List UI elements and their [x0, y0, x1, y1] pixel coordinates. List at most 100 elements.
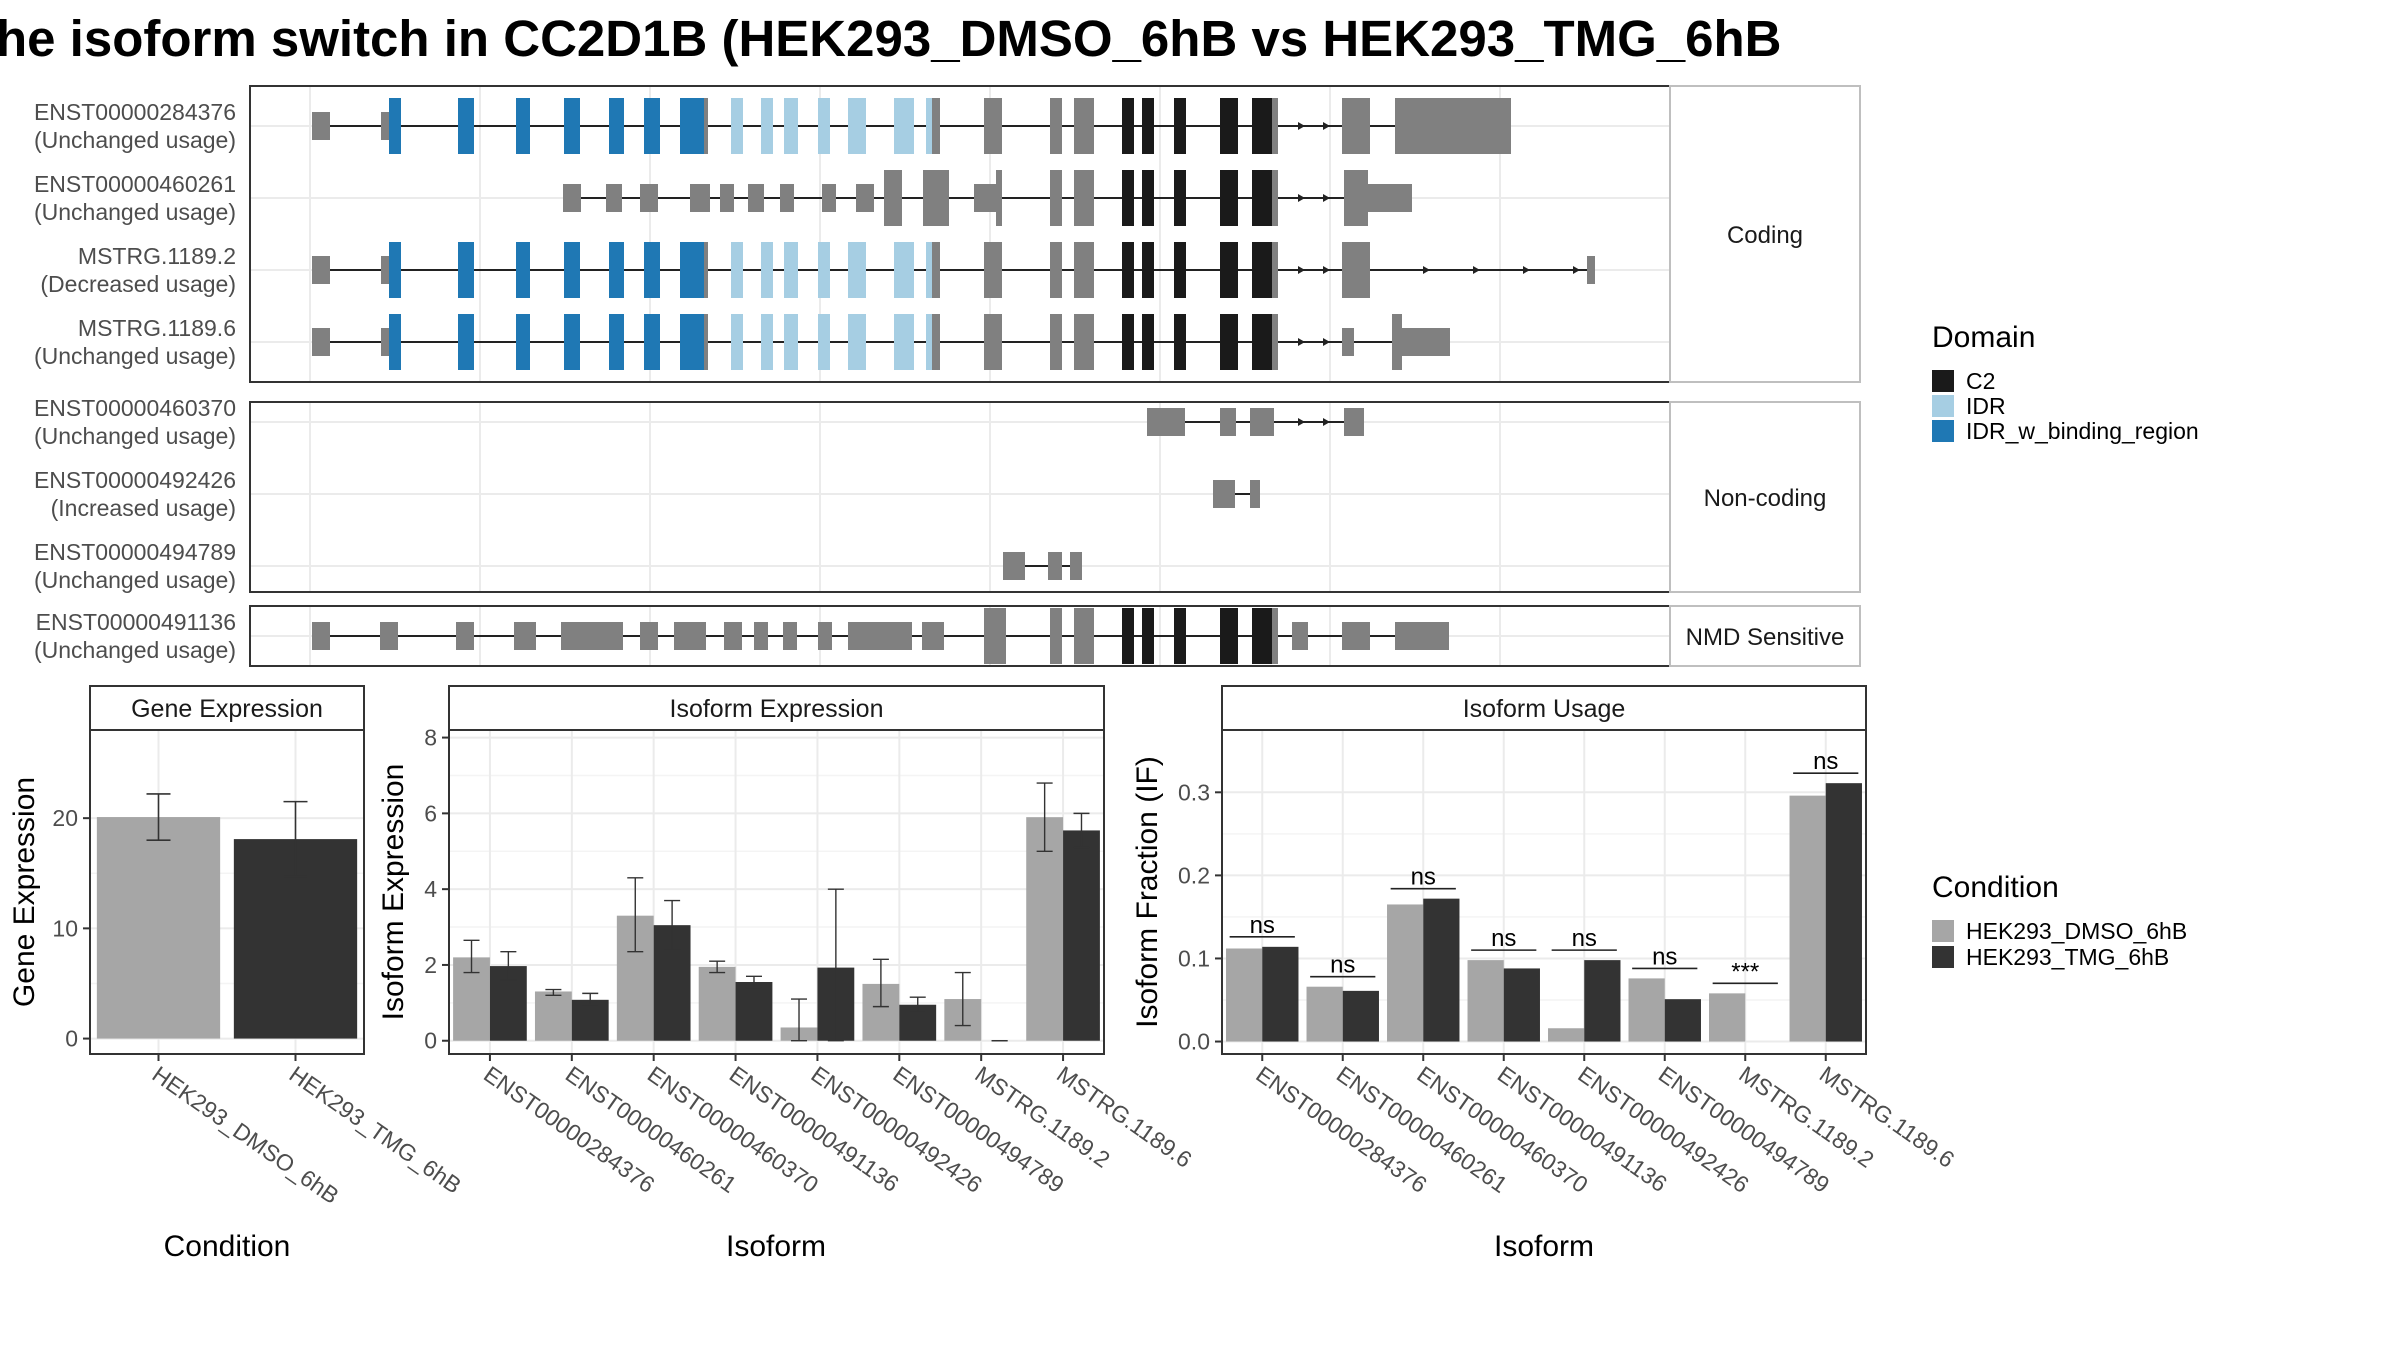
exon-block	[704, 314, 708, 370]
exon-block	[1074, 242, 1094, 298]
exon-block	[784, 98, 798, 154]
exon-block	[1142, 242, 1154, 298]
bar	[1664, 999, 1701, 1042]
exon-block	[761, 314, 773, 370]
exon-block	[456, 622, 474, 650]
exon-block	[1142, 314, 1154, 370]
exon-block	[1000, 608, 1006, 664]
exon-block	[609, 98, 624, 154]
bar	[1548, 1028, 1585, 1042]
exon-block	[1142, 98, 1154, 154]
exon-block	[1252, 608, 1272, 664]
transcript-usage-label: (Unchanged usage)	[34, 637, 236, 663]
exon-block	[922, 622, 944, 650]
exon-block	[1003, 552, 1025, 580]
exon-block	[644, 242, 660, 298]
exon-block	[514, 622, 536, 650]
y-tick-label: 0.0	[1178, 1029, 1210, 1055]
exon-block	[1395, 622, 1449, 650]
domain-legend-swatch	[1932, 395, 1954, 417]
bar	[1709, 993, 1746, 1042]
significance-label: ns	[1572, 925, 1597, 952]
exon-block	[690, 184, 710, 212]
condition-legend-label: HEK293_DMSO_6hB	[1966, 918, 2187, 944]
exon-block	[818, 98, 830, 154]
exon-block	[1342, 242, 1370, 298]
exon-block	[1147, 408, 1185, 436]
strand-arrow	[1298, 338, 1305, 346]
exon-block	[606, 184, 622, 212]
strand-arrow	[1423, 266, 1430, 274]
transcript-usage-label: (Unchanged usage)	[34, 343, 236, 369]
bar	[698, 966, 736, 1041]
exon-block	[389, 314, 401, 370]
exon-block	[1050, 608, 1062, 664]
exon-block	[1122, 314, 1134, 370]
exon-block	[984, 98, 1002, 154]
x-axis-title: Isoform	[1494, 1230, 1594, 1263]
exon-block	[731, 242, 743, 298]
transcript-id-label: ENST00000492426	[34, 467, 236, 493]
condition-legend-label: HEK293_TMG_6hB	[1966, 944, 2169, 970]
strand-arrow	[1323, 122, 1330, 130]
bar	[1467, 960, 1504, 1042]
y-tick-label: 0.3	[1178, 779, 1210, 805]
domain-legend-label: IDR	[1966, 393, 2006, 419]
exon-block	[644, 98, 660, 154]
exon-block	[1252, 98, 1272, 154]
exon-block	[1292, 622, 1308, 650]
exon-block	[1587, 256, 1595, 284]
y-tick-label: 0	[65, 1026, 78, 1052]
exon-block	[674, 622, 706, 650]
y-tick-label: 0	[424, 1028, 437, 1054]
exon-block	[848, 622, 912, 650]
exon-block	[780, 184, 794, 212]
exon-block	[754, 622, 768, 650]
exon-block	[1174, 98, 1186, 154]
transcript-id-label: ENST00000460370	[34, 395, 236, 421]
y-tick-label: 0.1	[1178, 945, 1210, 971]
exon-block	[389, 98, 401, 154]
exon-block	[1220, 170, 1238, 226]
strand-arrow	[1298, 266, 1305, 274]
transcript-usage-label: (Unchanged usage)	[34, 567, 236, 593]
facet-strip-label: NMD Sensitive	[1686, 624, 1845, 651]
exon-block	[561, 622, 623, 650]
exon-block	[926, 98, 932, 154]
exon-block	[1122, 242, 1134, 298]
bar	[1584, 960, 1621, 1042]
exon-block	[458, 98, 474, 154]
transcript-panel-bg	[250, 402, 1670, 592]
exon-block	[563, 184, 581, 212]
chart-strip	[89, 685, 365, 731]
chart-strip	[1221, 685, 1867, 731]
exon-block	[932, 98, 940, 154]
exon-block	[731, 98, 743, 154]
x-tick-label: MSTRG.1189.2	[970, 1061, 1114, 1173]
exon-block	[1344, 170, 1368, 226]
exon-block	[848, 242, 866, 298]
transcript-id-label: ENST00000460261	[34, 171, 236, 197]
exon-block	[1122, 170, 1134, 226]
exon-block	[564, 314, 580, 370]
exon-block	[822, 184, 836, 212]
exon-block	[609, 242, 624, 298]
condition-legend-swatch	[1932, 946, 1954, 968]
chart-title: Isoform Expression	[670, 695, 884, 723]
significance-label: ns	[1250, 912, 1275, 939]
exon-block	[1122, 608, 1134, 664]
significance-label: ns	[1411, 864, 1436, 891]
strand-arrow	[1298, 418, 1305, 426]
significance-label: ns	[1330, 952, 1355, 979]
strand-arrow	[1323, 266, 1330, 274]
strand-arrow	[1573, 266, 1580, 274]
bar	[1306, 986, 1343, 1042]
exon-block	[761, 242, 773, 298]
exon-block	[1272, 170, 1278, 226]
exon-block	[1074, 98, 1094, 154]
exon-block	[680, 98, 704, 154]
significance-label: ns	[1652, 943, 1677, 970]
y-tick-label: 6	[424, 800, 437, 826]
x-tick-label: MSTRG.1189.6	[1815, 1061, 1959, 1173]
y-axis-title: Isoform Expression	[377, 764, 410, 1021]
